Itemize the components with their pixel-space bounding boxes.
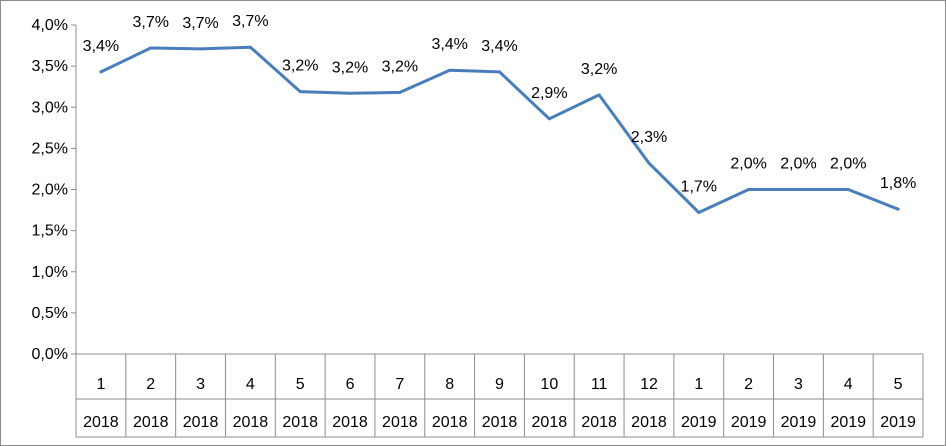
data-label: 2,0% xyxy=(730,156,766,173)
data-label: 3,2% xyxy=(581,61,617,78)
x-tick-label-month: 8 xyxy=(445,376,454,393)
data-label: 3,2% xyxy=(382,58,418,75)
data-point xyxy=(597,93,601,97)
x-tick-label-year: 2019 xyxy=(830,414,866,431)
data-point xyxy=(846,188,850,191)
y-tick-label: 1,0% xyxy=(32,264,68,281)
data-point xyxy=(99,70,103,74)
x-tick-label-year: 2018 xyxy=(382,414,418,431)
data-labels: 3,4% 3,7% 3,7% 3,7% 3,2% 3,2% 3,2% 3,4% 3,4% 2,9%… xyxy=(83,13,917,195)
x-tick-label-year: 2018 xyxy=(631,414,667,431)
y-tick-label: 3,5% xyxy=(32,58,68,75)
data-point xyxy=(747,188,751,191)
data-label: 2,3% xyxy=(631,129,667,146)
data-point xyxy=(398,90,402,94)
x-tick-label-month: 4 xyxy=(844,376,853,393)
data-label: 1,8% xyxy=(880,175,916,192)
x-tick-label-year: 2018 xyxy=(133,414,169,431)
y-axis-ticks: 0,0% 0,5% 1,0% 1,5% 2,0% 2,5% 3,0% 3,5% 4,0% xyxy=(32,17,76,363)
x-tick-label-month: 7 xyxy=(395,376,404,393)
x-tick-label-month: 10 xyxy=(540,376,558,393)
x-tick-label-month: 12 xyxy=(640,376,658,393)
data-label: 3,2% xyxy=(282,58,318,75)
x-tick-label-month: 6 xyxy=(346,376,355,393)
x-tick-label-year: 2019 xyxy=(681,414,717,431)
data-point xyxy=(647,161,651,165)
data-label: 1,7% xyxy=(681,179,717,196)
x-tick-label-month: 4 xyxy=(246,376,255,393)
data-label: 3,4% xyxy=(431,36,467,53)
x-tick-label-year: 2018 xyxy=(233,414,269,431)
x-tick-label-month: 3 xyxy=(196,376,205,393)
data-label: 3,7% xyxy=(182,15,218,32)
data-label: 3,2% xyxy=(332,59,368,76)
y-tick-label: 2,0% xyxy=(32,182,68,199)
data-label: 3,7% xyxy=(232,13,268,30)
data-point xyxy=(896,207,900,211)
data-label: 3,4% xyxy=(481,38,517,55)
data-point xyxy=(348,91,352,95)
x-tick-label-year: 2018 xyxy=(282,414,318,431)
y-tick-label: 0,5% xyxy=(32,305,68,322)
x-tick-label-year: 2018 xyxy=(581,414,617,431)
x-tick-label-month: 9 xyxy=(495,376,504,393)
x-tick-label-year: 2019 xyxy=(731,414,767,431)
data-label: 2,0% xyxy=(830,156,866,173)
data-point xyxy=(248,45,252,49)
data-point xyxy=(498,70,501,74)
x-tick-label-month: 5 xyxy=(296,376,305,393)
x-tick-label-month: 2 xyxy=(146,376,155,393)
x-tick-label-month: 1 xyxy=(96,376,105,393)
x-tick-label-year: 2018 xyxy=(332,414,368,431)
x-tick-label-year: 2019 xyxy=(781,414,817,431)
x-tick-label-year: 2018 xyxy=(432,414,468,431)
x-tick-label-month: 2 xyxy=(744,376,753,393)
y-tick-label: 4,0% xyxy=(32,17,68,34)
y-tick-label: 3,0% xyxy=(32,99,68,116)
x-tick-label-year: 2018 xyxy=(482,414,518,431)
data-point xyxy=(547,117,551,121)
data-point xyxy=(697,211,701,215)
data-point xyxy=(796,188,800,191)
y-tick-label: 1,5% xyxy=(32,223,68,240)
data-point xyxy=(448,68,452,72)
series-group xyxy=(99,45,900,215)
x-axis-ticks: 1 2018 2 2018 3 2018 4 2018 5 2018 6 2018 7 2018 8 2018… xyxy=(75,354,924,438)
x-tick-label-year: 2018 xyxy=(532,414,568,431)
x-tick-label-month: 5 xyxy=(894,376,903,393)
y-tick-label: 0,0% xyxy=(32,346,68,363)
x-tick-label-month: 1 xyxy=(694,376,703,393)
data-label: 2,9% xyxy=(531,85,567,102)
x-tick-label-month: 3 xyxy=(794,376,803,393)
data-label: 3,7% xyxy=(133,14,169,31)
data-point xyxy=(149,46,153,50)
data-label: 3,4% xyxy=(83,38,119,55)
data-label: 2,0% xyxy=(780,156,816,173)
data-point xyxy=(298,90,302,94)
data-point xyxy=(199,47,203,51)
y-tick-label: 2,5% xyxy=(32,140,68,157)
x-tick-label-year: 2018 xyxy=(83,414,119,431)
x-tick-label-year: 2018 xyxy=(183,414,219,431)
x-tick-label-month: 11 xyxy=(591,376,608,393)
x-tick-label-year: 2019 xyxy=(880,414,916,431)
